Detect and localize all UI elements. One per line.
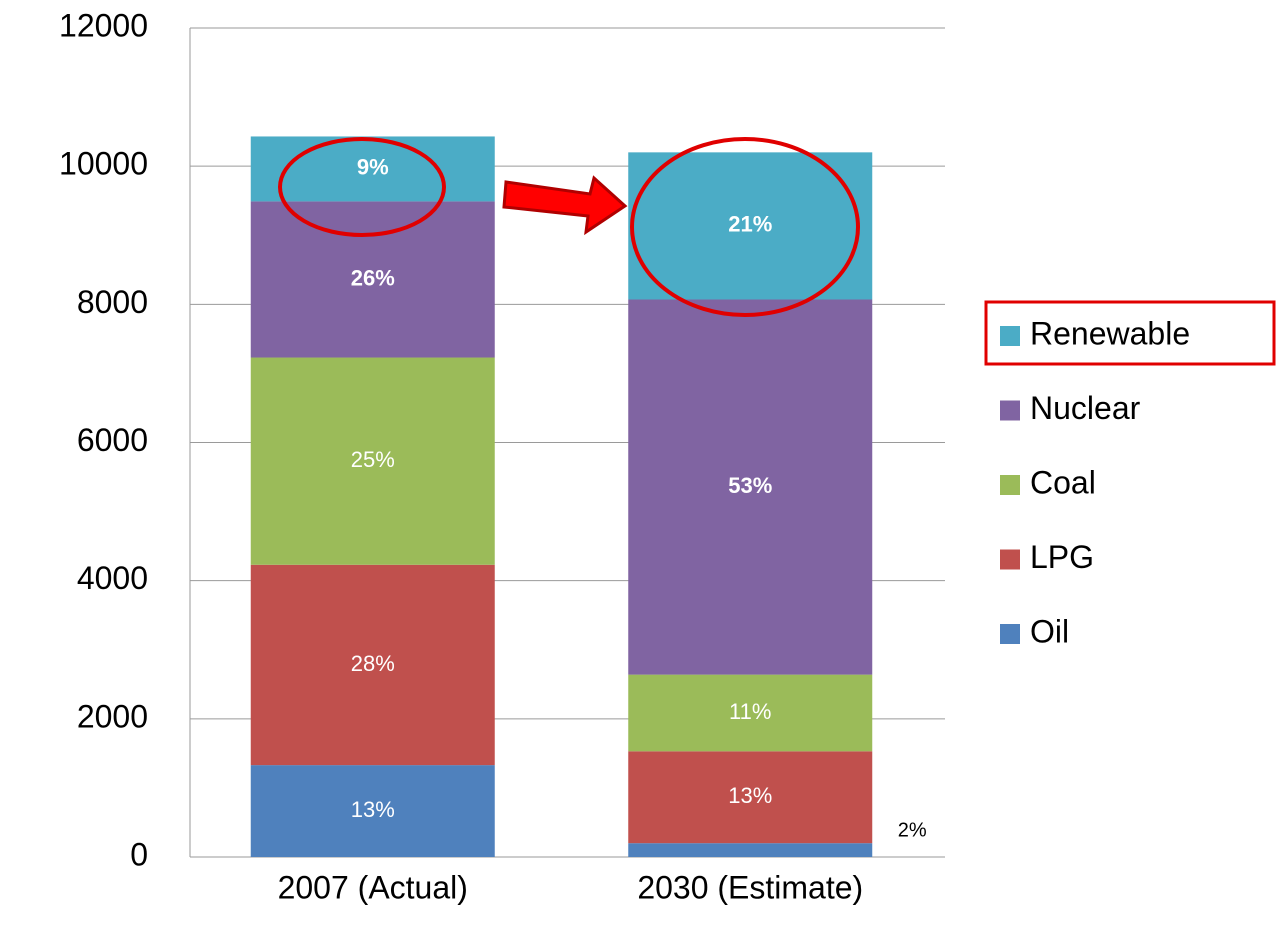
- segment-label: 2%: [898, 819, 927, 841]
- x-tick-label: 2007 (Actual): [278, 869, 468, 905]
- arrow: [502, 175, 628, 236]
- segment-label: 25%: [351, 447, 395, 472]
- bar-segment: [250, 201, 495, 358]
- bar-segment: [250, 136, 495, 202]
- y-tick-label: 10000: [59, 146, 148, 182]
- bar-segment: [250, 357, 495, 565]
- legend-label: Coal: [1030, 464, 1096, 500]
- legend-swatch: [1000, 326, 1020, 346]
- legend-swatch: [1000, 624, 1020, 644]
- legend-swatch: [1000, 400, 1020, 421]
- segment-label: 21%: [728, 212, 772, 237]
- segment-label: 11%: [729, 699, 771, 724]
- highlight-ellipse: [278, 137, 446, 237]
- y-tick-label: 8000: [77, 284, 148, 320]
- highlight-box: [984, 300, 1276, 366]
- y-tick-label: 6000: [77, 422, 148, 458]
- legend-label: Nuclear: [1030, 390, 1141, 426]
- y-tick-label: 2000: [77, 698, 148, 734]
- bar-segment: [250, 564, 495, 766]
- legend-label: Renewable: [1030, 315, 1190, 351]
- legend-label: LPG: [1030, 539, 1094, 575]
- segment-label: 13%: [351, 797, 395, 822]
- segment-label: 9%: [357, 155, 389, 180]
- y-tick-label: 12000: [59, 7, 148, 43]
- legend-swatch: [1000, 475, 1020, 495]
- bar-segment: [628, 751, 873, 844]
- plot-area: 0 2000 4000 6000 8000 10000 12000 2007 (Actual)…: [59, 7, 945, 905]
- bar-segment: [628, 843, 873, 857]
- bar-segment: [628, 152, 873, 300]
- highlight-ellipse: [630, 137, 860, 317]
- segment-label: 53%: [728, 473, 772, 498]
- segment-label: 26%: [351, 265, 395, 290]
- segment-label: 13%: [728, 783, 772, 808]
- x-tick-label: 2030 (Estimate): [637, 869, 863, 905]
- bar-segment: [628, 674, 873, 752]
- bar-segment: [628, 299, 873, 675]
- bar-segment: [250, 765, 495, 857]
- annotations: [278, 137, 1276, 366]
- legend: Oil LPG Coal Nuclear Renewable: [1000, 315, 1190, 649]
- y-tick-label: 0: [130, 836, 148, 872]
- legend-swatch: [1000, 549, 1020, 570]
- legend-label: Oil: [1030, 613, 1069, 649]
- y-tick-label: 4000: [77, 560, 148, 596]
- segment-label: 28%: [351, 651, 395, 676]
